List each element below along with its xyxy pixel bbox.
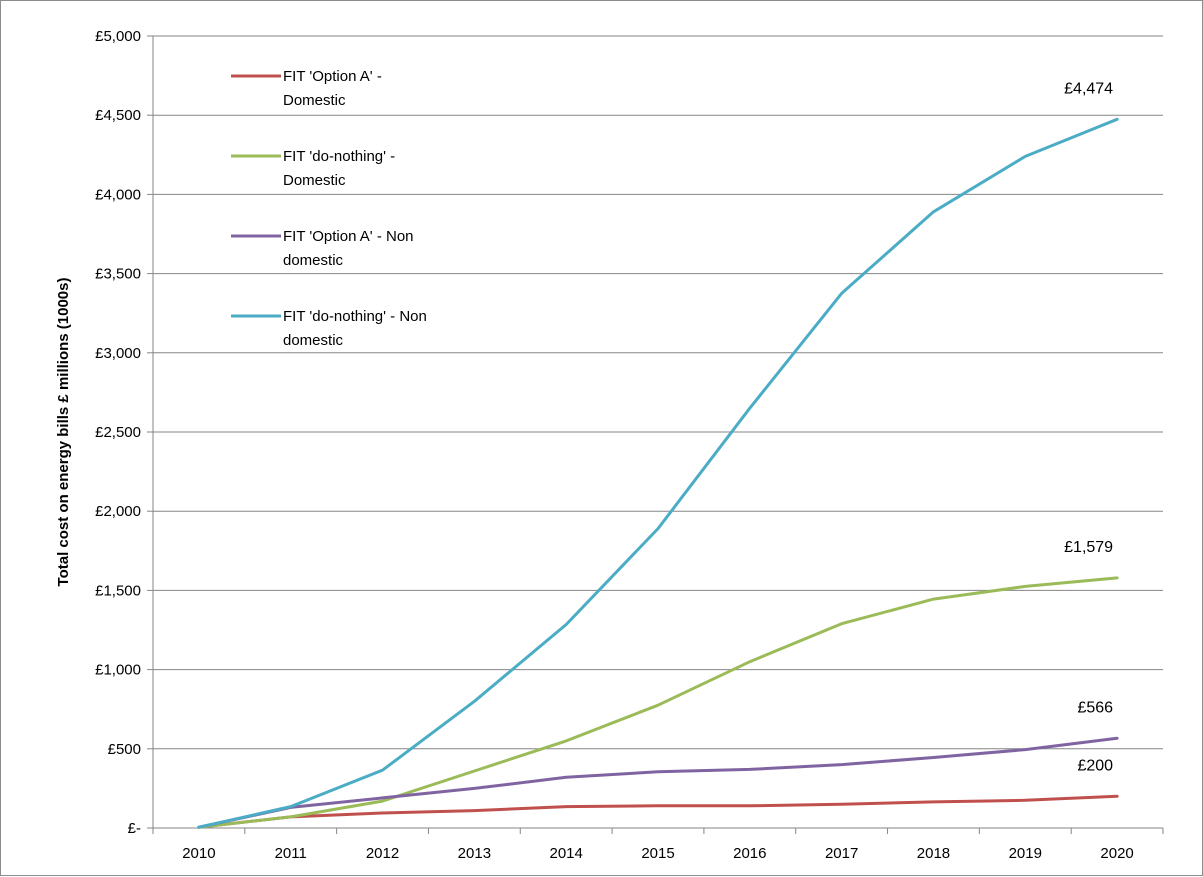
y-tick-label: £2,500: [95, 424, 141, 441]
legend-label: FIT 'do-nothing' -: [283, 148, 395, 165]
data-labels: £200 £1,579 £566 £4,474: [1064, 80, 1113, 774]
y-tick-label: £1,000: [95, 662, 141, 679]
legend-label: FIT 'Option A' - Non: [283, 228, 414, 245]
legend-label: Domestic: [283, 92, 346, 109]
gridlines: [153, 35, 1163, 750]
axes: [147, 35, 1164, 834]
x-tick-labels: 2010 2011 2012 2013 2014 2015 2016 2017 2018 2019…: [182, 845, 1134, 862]
legend-label: FIT 'Option A' -: [283, 68, 382, 85]
x-tick-label: 2016: [733, 845, 766, 862]
data-label: £1,579: [1064, 539, 1113, 556]
data-label: £200: [1077, 757, 1113, 774]
y-tick-label: £5,000: [95, 28, 141, 45]
legend-label: domestic: [283, 252, 344, 269]
series-line-1: [197, 794, 1119, 829]
y-tick-label: £4,500: [95, 107, 141, 124]
x-tick-label: 2018: [917, 845, 950, 862]
x-tick-label: 2013: [458, 845, 491, 862]
legend-label: Domestic: [283, 172, 346, 189]
x-tick-label: 2019: [1009, 845, 1042, 862]
y-tick-label: £3,500: [95, 266, 141, 283]
x-tick-label: 2011: [275, 845, 307, 862]
data-label: £4,474: [1064, 80, 1113, 97]
legend: FIT 'Option A' - Domestic FIT 'do-nothing'…: [231, 68, 427, 349]
x-tick-label: 2015: [641, 845, 674, 862]
x-tick-label: 2017: [825, 845, 858, 862]
y-tick-label: £2,000: [95, 503, 141, 520]
y-tick-label: £1,500: [95, 582, 141, 599]
x-tick-label: 2020: [1100, 845, 1133, 862]
series-line-3: [197, 736, 1119, 829]
y-tick-labels: £- £500 £1,000 £1,500 £2,000 £2,500 £3,000 £3,5…: [95, 28, 141, 837]
legend-label: domestic: [283, 332, 344, 349]
series-line-2: [197, 576, 1119, 829]
x-tick-label: 2012: [366, 845, 399, 862]
x-tick-label: 2014: [549, 845, 582, 862]
series-lines: [197, 117, 1119, 829]
y-tick-label: £4,000: [95, 186, 141, 203]
x-tick-label: 2010: [182, 845, 215, 862]
y-tick-label: £500: [108, 741, 141, 758]
y-axis-title: Total cost on energy bills £ millions (1…: [55, 278, 72, 587]
data-label: £566: [1077, 699, 1113, 716]
y-tick-label: £3,000: [95, 345, 141, 362]
y-tick-label: £-: [128, 820, 141, 837]
series-line-4: [197, 117, 1119, 829]
legend-label: FIT 'do-nothing' - Non: [283, 308, 427, 325]
